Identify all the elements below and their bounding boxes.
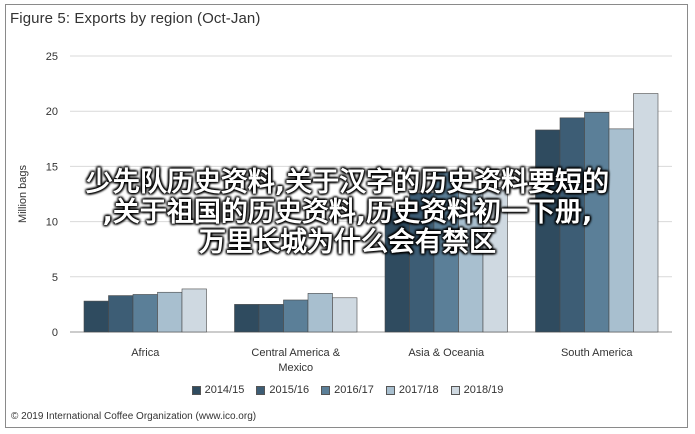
bar [384, 208, 410, 333]
bar [83, 300, 109, 333]
bar [108, 295, 134, 333]
x-tick-label: Mexico [278, 362, 313, 374]
bar [458, 188, 484, 333]
bar [409, 192, 435, 333]
bar [482, 187, 508, 333]
legend-label: 2015/16 [269, 384, 310, 396]
bar [258, 304, 284, 333]
legend-item: 2018/19 [450, 384, 504, 396]
x-tick-label: Asia & Oceania [408, 347, 485, 359]
legend-item: 2017/18 [385, 384, 439, 396]
y-tick-label: 5 [52, 272, 58, 284]
legend-label: 2016/17 [334, 384, 374, 396]
overlay-line-2: ,关于祖国的历史资料,历史资料初一下册, [102, 197, 593, 228]
bar [181, 288, 207, 333]
bar [535, 129, 561, 333]
legend-item: 2015/16 [256, 384, 309, 396]
y-tick-label: 10 [46, 217, 58, 229]
bar [234, 304, 260, 333]
bar [633, 93, 659, 333]
bar [132, 294, 158, 333]
legend-swatch [256, 385, 266, 395]
x-tick-label: Central America & [251, 347, 340, 359]
legend: 2014/15 2015/16 2016/17 2017/18 2018/19 [0, 384, 695, 396]
legend-swatch [450, 385, 460, 395]
legend-swatch [385, 385, 395, 395]
bar [307, 293, 333, 333]
bar [157, 291, 183, 333]
bar [283, 299, 309, 333]
bar [584, 112, 610, 333]
copyright-text: © 2019 International Coffee Organization… [11, 411, 257, 422]
bar [608, 128, 634, 333]
x-tick-label: Africa [131, 347, 160, 359]
overlay-line-1: 少先队历史资料,关于汉字的历史资料要短的 [85, 167, 610, 198]
y-tick-label: 15 [46, 161, 58, 173]
y-axis-label: Million bags [17, 164, 29, 223]
overlay-text: 少先队历史资料,关于汉字的历史资料要短的 ,关于祖国的历史资料,历史资料初一下册… [0, 168, 695, 258]
y-tick-label: 25 [46, 51, 58, 63]
chart-title: Figure 5: Exports by region (Oct-Jan) [10, 10, 261, 27]
legend-swatch [191, 385, 201, 395]
legend-label: 2014/15 [204, 384, 245, 396]
y-tick-label: 0 [52, 327, 58, 339]
x-tick-label: South America [561, 347, 633, 359]
y-tick-label: 20 [46, 106, 58, 118]
bar [433, 171, 459, 333]
legend-swatch [321, 385, 331, 395]
overlay-line-3: 万里长城为什么会有禁区 [199, 227, 496, 258]
legend-item: 2016/17 [321, 384, 374, 396]
legend-label: 2017/18 [398, 384, 439, 396]
legend-item: 2014/15 [191, 384, 245, 396]
legend-label: 2018/19 [463, 384, 504, 396]
bar [332, 297, 358, 333]
